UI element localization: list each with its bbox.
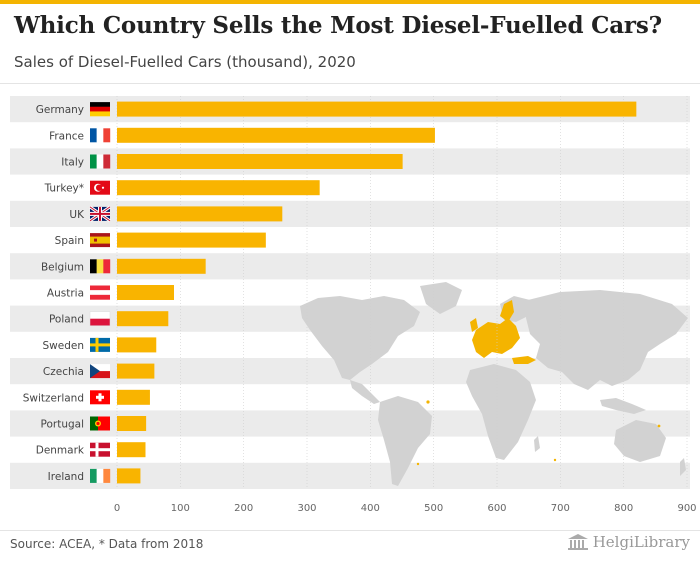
flag-sweden-icon	[90, 337, 110, 352]
bar-poland	[117, 311, 169, 327]
x-tick-label: 300	[297, 503, 316, 514]
flag-germany-icon	[90, 102, 110, 117]
map-turkey-highlight	[512, 356, 536, 364]
row-band	[10, 253, 690, 280]
flag-switzerland-icon	[90, 390, 110, 405]
accent-top-bar	[0, 0, 700, 4]
map-territory-dot	[416, 462, 420, 466]
map-europe-highlight	[472, 318, 520, 358]
map-indonesia	[600, 398, 646, 414]
category-label: Germany	[36, 104, 84, 116]
x-axis-ticks: 0 100 200 300 400 500 600 700 800 900	[114, 503, 697, 514]
x-tick-label: 400	[361, 503, 380, 514]
bar-germany	[117, 101, 637, 117]
bar-switzerland	[117, 389, 150, 405]
map-new-zealand	[680, 458, 686, 476]
map-central-america	[350, 380, 380, 404]
flag-uk-icon	[89, 205, 111, 223]
bar-turkey	[117, 180, 320, 196]
category-label: Turkey*	[44, 183, 84, 195]
bar-spain	[117, 232, 266, 248]
bar-sweden	[117, 337, 157, 353]
category-label: Belgium	[41, 261, 84, 273]
bar-chart: Germany France Italy Turkey* UK Spain Belgium A…	[10, 96, 697, 514]
flag-spain-icon	[90, 233, 110, 248]
chart-subtitle: Sales of Diesel-Fuelled Cars (thousand),…	[14, 53, 356, 71]
x-tick-label: 900	[677, 503, 696, 514]
map-territory-dot	[553, 458, 557, 462]
flag-austria-icon	[90, 285, 110, 300]
header-divider	[0, 83, 700, 84]
row-band	[10, 200, 690, 227]
row-band	[10, 462, 690, 489]
map-africa	[466, 364, 536, 460]
flag-france-icon	[90, 128, 111, 143]
flag-czechia-icon	[90, 364, 110, 379]
x-tick-label: 0	[114, 503, 120, 514]
map-australia	[614, 420, 666, 462]
x-tick-label: 500	[424, 503, 443, 514]
category-label: Denmark	[36, 445, 85, 457]
category-labels: Germany France Italy Turkey* UK Spain Belgium A…	[23, 104, 85, 483]
flag-denmark-icon	[90, 442, 110, 457]
map-scandinavia-highlight	[500, 300, 514, 322]
bar-france	[117, 127, 435, 143]
source-note: Source: ACEA, * Data from 2018	[10, 537, 204, 551]
bar-ireland	[117, 468, 141, 484]
category-label: Czechia	[43, 366, 84, 378]
flags	[89, 102, 111, 483]
map-south-america	[378, 396, 432, 486]
category-label: Sweden	[43, 340, 85, 352]
x-tick-label: 600	[487, 503, 506, 514]
category-label: Austria	[47, 288, 84, 300]
bar-portugal	[117, 416, 147, 431]
map-territory-dot	[426, 400, 430, 404]
helgilibrary-logo: HelgiLibrary	[567, 533, 690, 551]
map-uk-highlight	[470, 318, 478, 332]
library-columns-icon	[567, 534, 588, 550]
map-greenland	[420, 282, 462, 314]
world-map	[300, 282, 688, 486]
bar-austria	[117, 285, 174, 300]
bar-czechia	[117, 363, 155, 379]
category-label: UK	[69, 209, 85, 221]
category-label: France	[49, 130, 84, 142]
category-label: Italy	[61, 157, 84, 169]
flag-turkey-icon	[90, 180, 110, 195]
bar-belgium	[117, 258, 206, 274]
map-madagascar	[534, 436, 540, 452]
category-label: Portugal	[41, 419, 85, 431]
bar-uk	[117, 206, 283, 222]
map-asia	[526, 290, 688, 390]
map-territory-dot	[657, 424, 661, 428]
flag-belgium-icon	[90, 259, 111, 274]
category-label: Ireland	[48, 471, 84, 483]
map-north-america	[300, 296, 420, 380]
row-band	[10, 410, 690, 437]
category-label: Poland	[49, 314, 84, 326]
footer-divider	[0, 530, 700, 531]
chart-title: Which Country Sells the Most Diesel-Fuel…	[14, 12, 662, 39]
flag-ireland-icon	[90, 468, 111, 483]
logo-text: HelgiLibrary	[592, 533, 690, 551]
category-label: Switzerland	[23, 392, 84, 404]
x-tick-label: 200	[234, 503, 253, 514]
bars	[117, 101, 637, 484]
bar-italy	[117, 154, 403, 169]
x-tick-label: 100	[171, 503, 190, 514]
x-tick-label: 700	[551, 503, 570, 514]
category-label: Spain	[55, 235, 84, 247]
flag-poland-icon	[89, 311, 111, 326]
flag-italy-icon	[90, 154, 111, 169]
bar-denmark	[117, 442, 146, 458]
x-tick-label: 800	[614, 503, 633, 514]
flag-portugal-icon	[90, 416, 110, 431]
